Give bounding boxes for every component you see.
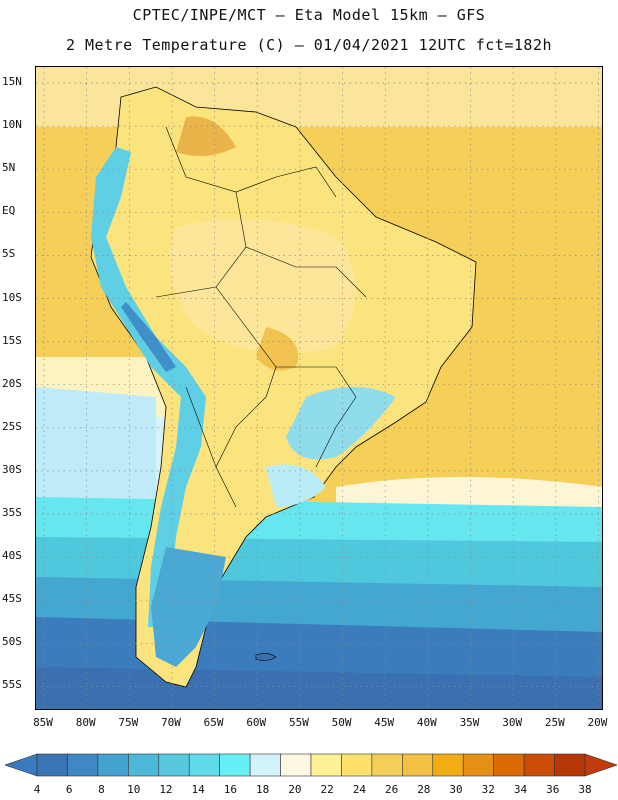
- latitude-label: 35S: [2, 506, 22, 519]
- latitude-label: 10S: [2, 290, 22, 304]
- longitude-label: 30W: [502, 716, 523, 729]
- brazil-hot-spot: [256, 327, 298, 371]
- temperature-colorbar: [5, 753, 617, 777]
- colorbar-tick-label: 30: [449, 783, 463, 796]
- colorbar-swatch: [97, 753, 129, 777]
- colorbar-tick-label: 38: [578, 783, 592, 796]
- graticule: [36, 67, 602, 709]
- latitude-label: 20S: [2, 376, 22, 390]
- colorbar-tick-label: 20: [288, 783, 302, 796]
- colorbar-swatch: [432, 753, 464, 777]
- southeast-brazil-cool: [286, 387, 396, 460]
- colorbar-tick-label: 14: [191, 783, 205, 796]
- colorbar-tick-label: 32: [481, 783, 495, 796]
- longitude-label: 70W: [161, 716, 181, 729]
- colorbar-swatch: [188, 753, 220, 777]
- colorbar-swatch: [341, 753, 373, 777]
- colorbar-tick-label: 18: [256, 783, 270, 796]
- longitude-label: 85W: [33, 716, 53, 729]
- longitude-label: 35W: [459, 716, 480, 729]
- longitude-label: 45W: [374, 716, 395, 729]
- colorbar-swatch: [523, 753, 555, 777]
- longitude-label: 60W: [246, 716, 267, 729]
- longitude-label: 55W: [288, 716, 309, 729]
- colorbar-tick-label: 6: [65, 783, 73, 796]
- country-borders: [155, 126, 367, 508]
- colorbar-low-arrow: [5, 753, 38, 777]
- colorbar-tick-label: 8: [98, 783, 105, 796]
- colorbar-tick-label: 22: [320, 783, 334, 796]
- latitude-label: 5S: [2, 247, 16, 261]
- colorbar-high-arrow: [584, 753, 617, 777]
- colorbar-tick-label: 34: [513, 783, 528, 796]
- temperature-map: [35, 66, 603, 710]
- colorbar-swatch: [158, 753, 190, 777]
- andes-cold-strip: [91, 147, 206, 627]
- pacific-mid-band: [36, 387, 156, 507]
- colorbar-tick-label: 26: [384, 783, 399, 796]
- colorbar-swatch: [371, 753, 403, 777]
- latitude-label: 25S: [2, 419, 22, 433]
- colorbar-swatch: [36, 753, 68, 777]
- uruguay-cool: [266, 464, 326, 507]
- longitude-label: 25W: [544, 716, 565, 729]
- map-canvas: [36, 67, 602, 709]
- colorbar-swatch: [280, 753, 312, 777]
- colorbar-swatch: [128, 753, 160, 777]
- colorbar-tick-label: 24: [352, 783, 366, 796]
- latitude-label: 40S: [2, 549, 22, 563]
- longitude-label: 75W: [118, 716, 139, 729]
- colorbar-tick-label: 16: [223, 783, 238, 796]
- longitude-label: 50W: [331, 716, 352, 729]
- colorbar-swatch: [67, 753, 99, 777]
- latitude-label: 15S: [2, 333, 22, 347]
- title-line-1: CPTEC/INPE/MCT – Eta Model 15km – GFS: [132, 6, 486, 24]
- colorbar-tick-label: 28: [417, 783, 431, 796]
- colorbar-tick-label: 12: [159, 783, 173, 796]
- latitude-label: EQ: [2, 204, 16, 218]
- longitude-label: 20W: [587, 716, 608, 729]
- colorbar-swatch: [402, 753, 434, 777]
- colorbar-swatch: [554, 753, 586, 777]
- colorbar-tick-label: 4: [33, 783, 41, 796]
- colorbar-swatch: [493, 753, 525, 777]
- latitude-label: 30S: [2, 462, 22, 476]
- colorbar-tick-label: 10: [127, 783, 141, 796]
- longitude-label: 80W: [75, 716, 96, 729]
- amazon-region: [169, 219, 356, 354]
- andes-core: [121, 302, 176, 372]
- colorbar-swatch: [310, 753, 342, 777]
- longitude-label: 65W: [203, 716, 224, 729]
- colorbar-swatch: [249, 753, 281, 777]
- longitude-label: 40W: [416, 716, 437, 729]
- latitude-label: 5N: [2, 161, 16, 175]
- patagonia: [151, 547, 226, 667]
- latitude-label: 50S: [2, 635, 22, 649]
- title-line-2: 2 Metre Temperature (C) – 01/04/2021 12U…: [65, 36, 553, 54]
- latitude-label: 15N: [2, 75, 22, 88]
- latitude-label: 45S: [2, 592, 22, 606]
- latitude-label: 10N: [2, 118, 22, 132]
- falkland-islands: [255, 653, 277, 661]
- colorbar-swatch: [462, 753, 494, 777]
- latitude-label: 55S: [2, 678, 22, 692]
- colorbar-tick-label: 36: [546, 783, 560, 796]
- colorbar-swatch: [219, 753, 251, 777]
